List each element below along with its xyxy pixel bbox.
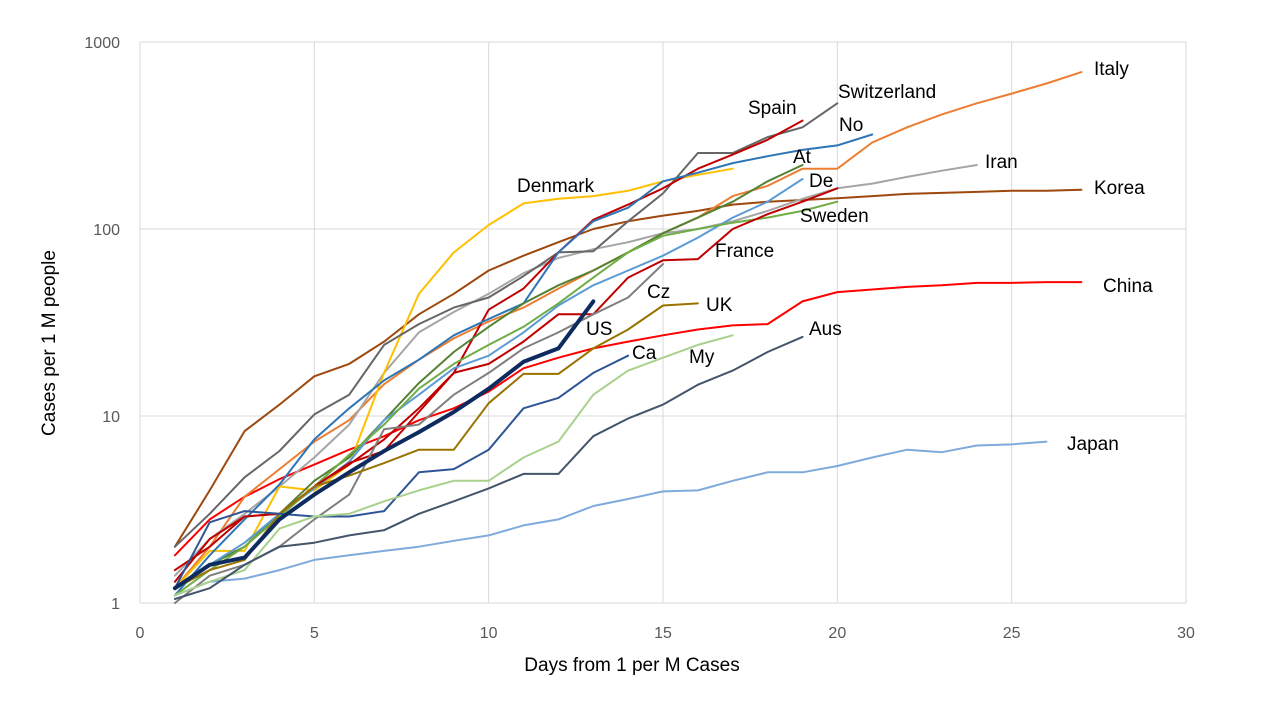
series-label-korea: Korea	[1094, 178, 1145, 199]
x-tick-label: 10	[480, 625, 498, 642]
series-line-china	[173, 281, 1083, 557]
y-tick-label: 10	[102, 409, 120, 426]
series-label-my: My	[689, 347, 715, 368]
series-label-aus: Aus	[809, 319, 842, 340]
series-label-uk: UK	[706, 295, 733, 316]
series-label-de: De	[809, 171, 833, 192]
y-tick-label: 100	[93, 222, 120, 239]
x-tick-label: 15	[654, 625, 672, 642]
series-line-my	[173, 334, 734, 597]
series-label-switzerland: Switzerland	[838, 82, 936, 103]
axes: 0 5 10 15 20 25 30 1 10 100 1000	[84, 35, 1195, 642]
series-label-denmark: Denmark	[517, 176, 595, 197]
series-label-japan: Japan	[1067, 434, 1119, 455]
series-labels: Italy Switzerland Spain No At Iran Denmark De Ko…	[517, 59, 1153, 455]
series-label-spain: Spain	[748, 98, 797, 119]
series-label-iran: Iran	[985, 152, 1018, 173]
series-line-sweden	[173, 200, 839, 597]
series-label-italy: Italy	[1094, 59, 1129, 80]
series-line-ca	[173, 354, 630, 590]
series-line-iran	[173, 164, 978, 577]
series-line-switzerland	[173, 102, 839, 548]
series-label-china: China	[1103, 276, 1153, 297]
y-tick-label: 1000	[84, 35, 120, 52]
x-tick-label: 30	[1177, 625, 1195, 642]
series-line-us	[172, 299, 596, 591]
grid-lines	[139, 41, 1187, 604]
series-label-sweden: Sweden	[800, 206, 869, 227]
series-lines	[172, 71, 1083, 604]
series-line-japan	[173, 440, 1048, 597]
series-label-france: France	[715, 241, 774, 262]
y-axis-title: Cases per 1 M people	[39, 250, 60, 436]
x-tick-label: 0	[136, 625, 145, 642]
series-line-korea	[173, 188, 1083, 548]
x-tick-label: 25	[1003, 625, 1021, 642]
series-line-aus	[173, 335, 804, 600]
series-line-denmark	[173, 167, 734, 590]
x-axis-title: Days from 1 per M Cases	[524, 655, 739, 676]
y-tick-label: 1	[111, 596, 120, 613]
series-label-us: US	[586, 319, 612, 340]
x-tick-label: 5	[310, 625, 319, 642]
x-tick-label: 20	[828, 625, 846, 642]
series-label-at: At	[793, 147, 812, 168]
series-label-no: No	[839, 115, 863, 136]
series-label-cz: Cz	[647, 282, 670, 303]
series-label-ca: Ca	[632, 343, 657, 364]
